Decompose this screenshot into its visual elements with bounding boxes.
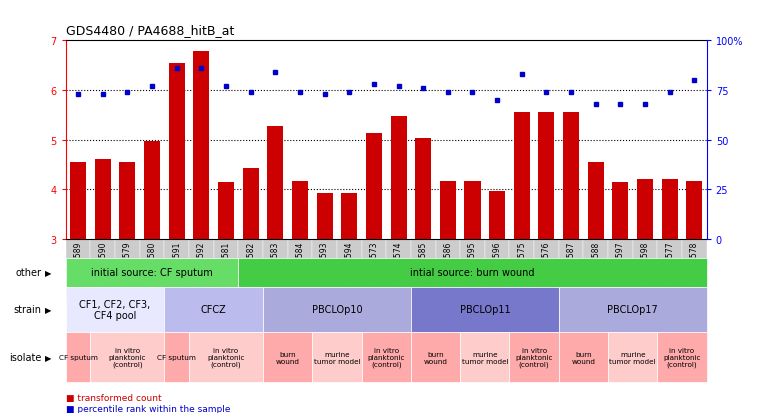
Text: ▶: ▶ xyxy=(45,268,51,277)
Bar xyxy=(587,163,604,240)
Bar xyxy=(391,116,406,240)
Text: burn
wound: burn wound xyxy=(571,351,595,364)
Bar xyxy=(242,168,259,240)
Text: ■ transformed count: ■ transformed count xyxy=(66,393,162,402)
Text: in vitro
planktonic
(control): in vitro planktonic (control) xyxy=(108,347,146,368)
Text: strain: strain xyxy=(13,305,41,315)
Bar xyxy=(366,133,382,240)
Text: ▶: ▶ xyxy=(45,353,51,362)
Bar xyxy=(194,52,210,240)
Bar xyxy=(563,113,579,240)
Bar xyxy=(440,182,456,240)
Bar xyxy=(169,64,185,240)
Text: isolate: isolate xyxy=(9,352,41,362)
Bar xyxy=(70,163,86,240)
Text: burn
wound: burn wound xyxy=(423,351,447,364)
Text: intial source: burn wound: intial source: burn wound xyxy=(410,268,535,278)
Bar xyxy=(144,142,160,240)
Text: ▶: ▶ xyxy=(45,305,51,314)
Bar xyxy=(267,126,283,240)
Text: in vitro
planktonic
(control): in vitro planktonic (control) xyxy=(368,347,405,368)
Bar xyxy=(94,159,111,240)
Bar xyxy=(489,192,505,240)
Bar xyxy=(317,193,333,240)
Text: PBCLOp17: PBCLOp17 xyxy=(608,305,658,315)
Text: in vitro
planktonic
(control): in vitro planktonic (control) xyxy=(663,347,700,368)
Bar xyxy=(637,179,653,240)
Text: GDS4480 / PA4688_hitB_at: GDS4480 / PA4688_hitB_at xyxy=(66,24,235,37)
Bar xyxy=(464,182,481,240)
Bar xyxy=(292,182,308,240)
Bar xyxy=(415,138,431,240)
Bar xyxy=(539,113,554,240)
Text: CF sputum: CF sputum xyxy=(59,354,98,360)
Text: CF sputum: CF sputum xyxy=(157,354,196,360)
Text: PBCLOp11: PBCLOp11 xyxy=(460,305,510,315)
Text: CFCZ: CFCZ xyxy=(200,305,227,315)
Bar xyxy=(514,113,530,240)
Text: ■ percentile rank within the sample: ■ percentile rank within the sample xyxy=(66,404,231,413)
Bar xyxy=(119,163,135,240)
Text: burn
wound: burn wound xyxy=(276,351,300,364)
Bar xyxy=(341,193,358,240)
Text: in vitro
planktonic
(control): in vitro planktonic (control) xyxy=(207,347,245,368)
Text: in vitro
planktonic
(control): in vitro planktonic (control) xyxy=(515,347,553,368)
Text: CF1, CF2, CF3,
CF4 pool: CF1, CF2, CF3, CF4 pool xyxy=(80,299,151,320)
Bar xyxy=(687,182,702,240)
Bar xyxy=(662,179,678,240)
Bar xyxy=(612,183,628,240)
Text: murine
tumor model: murine tumor model xyxy=(609,351,656,364)
Bar xyxy=(218,183,234,240)
Text: initial source: CF sputum: initial source: CF sputum xyxy=(91,268,213,278)
Text: other: other xyxy=(15,268,41,278)
Text: murine
tumor model: murine tumor model xyxy=(461,351,509,364)
Text: PBCLOp10: PBCLOp10 xyxy=(312,305,362,315)
Text: murine
tumor model: murine tumor model xyxy=(313,351,360,364)
